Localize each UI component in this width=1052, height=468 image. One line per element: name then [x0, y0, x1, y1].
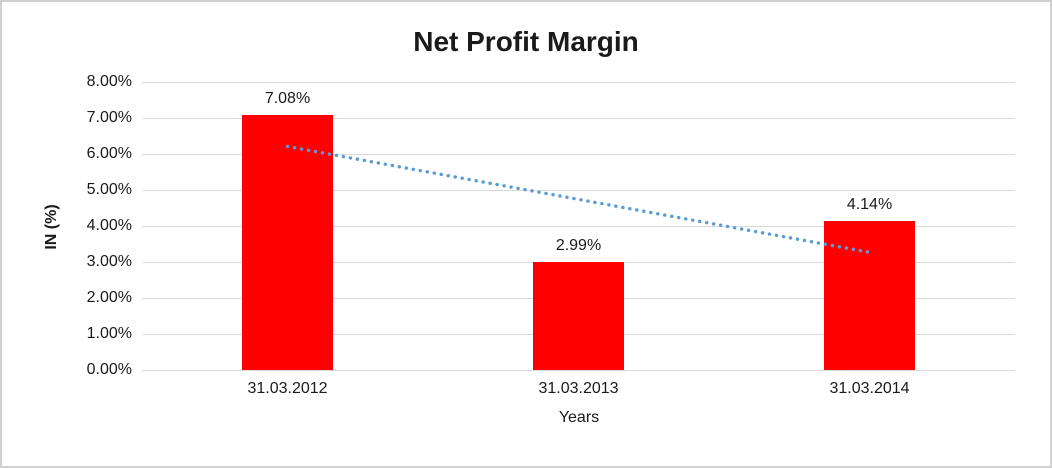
bar-data-label: 2.99% [555, 237, 602, 255]
gridline [142, 370, 1015, 371]
x-axis-title: Years [558, 409, 600, 426]
x-tick-label: 31.03.2013 [538, 380, 619, 397]
bar-31.03.2012 [242, 115, 333, 370]
x-tick-label: 31.03.2014 [829, 380, 910, 397]
gridline [142, 154, 1015, 155]
y-tick-label: 3.00% [86, 253, 132, 270]
gridline [142, 82, 1015, 83]
y-tick-label: 2.00% [86, 289, 132, 306]
y-tick-label: 0.00% [86, 361, 132, 378]
y-tick-label: 7.00% [86, 109, 132, 126]
bar-31.03.2013 [533, 262, 624, 370]
bar-data-label: 7.08% [264, 90, 311, 108]
trendline [285, 144, 872, 254]
y-tick-label: 1.00% [86, 325, 132, 342]
x-tick-label: 31.03.2012 [247, 380, 328, 397]
y-tick-label: 4.00% [86, 217, 132, 234]
y-tick-label: 8.00% [86, 73, 132, 90]
gridline [142, 118, 1015, 119]
gridline [142, 226, 1015, 227]
chart-title: Net Profit Margin [413, 26, 639, 57]
bar-data-label: 4.14% [846, 195, 893, 213]
y-tick-label: 6.00% [86, 145, 132, 162]
plot-area: 7.08% 2.99% 4.14% [142, 82, 1015, 371]
gridline [142, 190, 1015, 191]
y-tick-label: 5.00% [86, 181, 132, 198]
y-axis-tick-labels: 8.00% 7.00% 6.00% 5.00% 4.00% 3.00% 2.00% 1.00%… [2, 73, 132, 378]
